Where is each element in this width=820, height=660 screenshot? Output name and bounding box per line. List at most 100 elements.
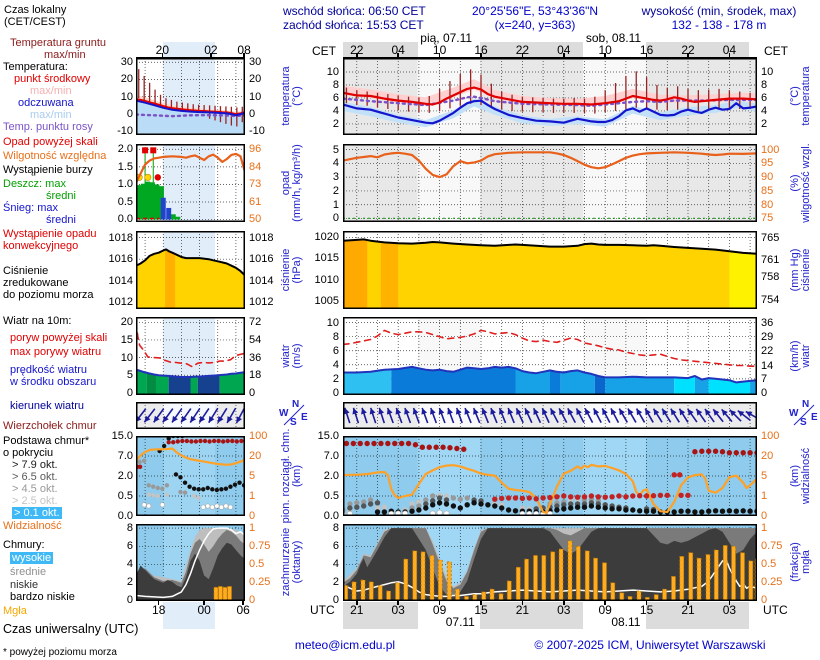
tick-label: 3	[332, 171, 339, 183]
utc-label-right: UTC	[763, 603, 788, 617]
legend-label: Mgła	[3, 605, 27, 617]
legend-label: Temperatura gruntu	[10, 37, 106, 49]
tick-label: 20	[120, 73, 133, 85]
tick-label: 1020	[314, 231, 339, 243]
panel-mini-wind-direction	[136, 402, 245, 429]
tick-label: 7.0	[117, 450, 133, 462]
tick-label: 15	[120, 334, 133, 346]
legend-label: do poziomu morza	[3, 289, 94, 301]
tick-label: 10	[120, 91, 133, 103]
tick-label: 761	[761, 254, 780, 266]
time-tick-label: 10	[432, 43, 447, 57]
legend-label: Czas lokalny	[4, 4, 67, 16]
tick-label: 0.5	[249, 558, 265, 570]
tick-label: 0.25	[761, 576, 783, 588]
tick-label: 1.5	[117, 161, 133, 173]
date-label: sob, 08.11	[585, 31, 642, 45]
tick-label: 0.25	[249, 576, 271, 588]
tick-label: 0	[332, 594, 339, 606]
tick-label: 54	[249, 334, 262, 346]
tick-label: 2.0	[117, 470, 133, 482]
tick-label: 6	[332, 540, 339, 552]
legend-label: średni	[46, 214, 76, 226]
legend-label: Widzialność	[3, 520, 62, 532]
tick-label: 0	[249, 108, 256, 120]
day-night-shading	[521, 53, 524, 57]
legend-label: wysokie	[10, 552, 54, 564]
axis-title: (frakcja) mgła	[789, 542, 812, 582]
tick-label: 8	[332, 331, 339, 343]
tick-label: 0.5	[117, 490, 133, 502]
tick-label: 6	[332, 345, 339, 357]
tick-label: 6	[332, 92, 339, 104]
time-tick-label: 08	[237, 43, 251, 57]
tick-label: 765	[761, 232, 780, 244]
tick-label: 85	[761, 185, 774, 197]
panel-main-wind	[343, 317, 757, 395]
panel-main-pressure	[343, 231, 757, 309]
time-tick-label: 04	[722, 43, 737, 57]
tick-label: 2	[332, 576, 339, 588]
panel-main-wind-direction	[343, 402, 757, 429]
day-night-shading	[163, 602, 216, 629]
panel-main-cloudcover	[343, 524, 757, 601]
day-night-shading	[157, 601, 160, 605]
panel-main-temperature	[343, 58, 757, 135]
legend-label: (CET/CEST)	[4, 16, 66, 28]
tick-label: 0	[761, 387, 768, 399]
legend-label: max/min	[30, 85, 72, 97]
time-tick-label: 21	[350, 603, 364, 617]
tick-label: 36	[761, 317, 774, 329]
tick-label: 10	[120, 352, 133, 364]
day-night-shading	[728, 53, 731, 57]
tick-label: 0	[249, 510, 256, 522]
tick-label: 0	[126, 108, 133, 120]
day-night-shading	[203, 601, 205, 605]
legend-label: kierunek wiatru	[10, 400, 84, 412]
tick-label: 0.5	[117, 196, 133, 208]
tick-label: 0	[761, 594, 768, 606]
sunset-time: zachód słońca: 15:53 CET	[283, 18, 424, 32]
date-label: 08.11	[611, 615, 641, 629]
day-night-shading	[480, 601, 482, 605]
day-night-shading	[563, 53, 565, 57]
tick-label: 0	[249, 387, 256, 399]
day-night-shading	[645, 602, 750, 629]
tick-label: 61	[249, 196, 262, 208]
tick-label: 6	[761, 92, 768, 104]
tick-label: 6	[126, 540, 133, 552]
time-tick-label: 21	[681, 603, 695, 617]
day-night-shading	[728, 601, 731, 605]
tick-label: 4	[332, 359, 339, 371]
tick-label: 8	[761, 79, 768, 91]
contact-email-link[interactable]: meteo@icm.edu.pl	[294, 638, 396, 652]
tick-label: 1015	[314, 252, 339, 264]
tick-label: 1.0	[117, 178, 133, 190]
cet-label-left: CET	[312, 44, 336, 58]
day-night-shading	[438, 601, 441, 605]
time-tick-label: 10	[598, 43, 612, 57]
time-tick-label: 22	[681, 43, 695, 57]
time-tick-label: 18	[152, 603, 166, 617]
tick-label: 10	[326, 317, 339, 329]
sunrise-time: wschód słońca: 06:50 CET	[283, 4, 426, 18]
tick-label: 1	[761, 522, 768, 534]
tick-label: -10	[117, 125, 133, 137]
altitude-label: wysokość (min, środek, max)	[641, 4, 797, 18]
legend-label: Wilgotność względna	[3, 150, 107, 162]
panel-mini-pressure	[136, 231, 245, 309]
day-night-shading	[356, 601, 358, 605]
tick-label: 0.0	[323, 510, 339, 522]
tick-label: 0	[126, 594, 133, 606]
tick-label: 10	[761, 66, 774, 78]
tick-label: 2	[761, 118, 768, 130]
tick-label: 0.5	[323, 490, 339, 502]
legend-label: max/min	[44, 49, 86, 61]
legend-label: Deszcz: max	[3, 178, 66, 190]
tick-label: 0.0	[117, 213, 133, 225]
tick-label: 2.0	[117, 143, 133, 155]
tick-label: 1016	[249, 253, 274, 265]
day-night-shading	[438, 53, 441, 57]
tick-label: 72	[249, 316, 262, 328]
